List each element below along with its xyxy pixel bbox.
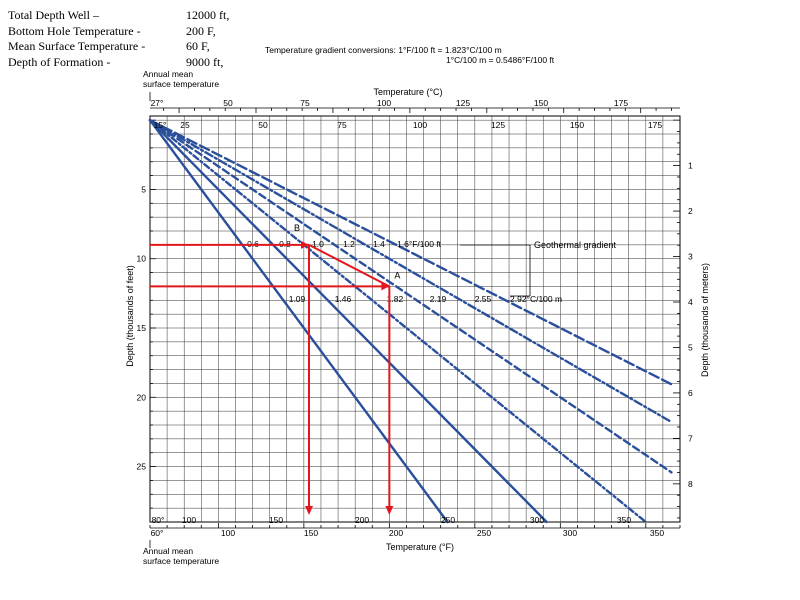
chart-labels: Temperature gradient conversions: 1°F/10…: [125, 45, 710, 566]
given-row: Total Depth Well – 12000 ft,: [8, 8, 229, 24]
top-tick-label-inner: 150: [570, 120, 584, 130]
surface-label-top: surface temperature: [143, 79, 219, 89]
gradient-line: [148, 118, 673, 386]
surface-label-bottom: Annual mean: [143, 546, 193, 556]
top-tick-label-inner: 75: [337, 120, 347, 130]
gradient-label-c: 2.92°C/100 m: [510, 294, 562, 304]
bottom-tick-label-inner: 350: [617, 515, 631, 525]
bottom-tick-label-inner: 150: [269, 515, 283, 525]
red-construction-lines: [150, 240, 394, 515]
gradient-label-f: 1.6°F/100 ft: [397, 239, 442, 249]
top-tick-label-outer: 75: [300, 98, 310, 108]
bottom-axis-title: Temperature (°F): [386, 542, 454, 552]
right-tick-label: 4: [688, 297, 693, 307]
given-row: Bottom Hole Temperature - 200 F,: [8, 24, 229, 40]
given-value: 12000 ft,: [186, 8, 230, 22]
left-axis-title: Depth (thousands of feet): [125, 265, 135, 367]
arrowhead-down: [385, 506, 394, 515]
given-label: Bottom Hole Temperature -: [8, 23, 141, 38]
gradient-label-f: 1.0: [312, 239, 324, 249]
gradient-line: [148, 118, 648, 524]
right-tick-label: 3: [688, 252, 693, 262]
bottom-tick-label-outer: 100: [221, 528, 235, 538]
right-tick-label: 5: [688, 342, 693, 352]
grid: [149, 92, 681, 548]
surface-label-top: Annual mean: [143, 69, 193, 79]
conversion-note-line: 1°C/100 m = 0.5486°F/100 ft: [446, 55, 555, 65]
gradient-label-c: 1.46: [335, 294, 352, 304]
gradient-label-c: 2.55: [475, 294, 492, 304]
left-tick-label: 5: [141, 184, 146, 194]
right-tick-label: 8: [688, 479, 693, 489]
bottom-tick-label-outer: 60°: [151, 528, 164, 538]
gradient-line: [148, 118, 673, 474]
given-value: 9000 ft,: [186, 54, 224, 69]
bottom-tick-label-outer: 350: [650, 528, 664, 538]
top-tick-label-inner: 125: [491, 120, 505, 130]
gradient-label-c: 1.82: [387, 294, 404, 304]
top-axis-title: Temperature (°C): [373, 87, 442, 97]
top-tick-label-inner: 100: [413, 120, 427, 130]
left-tick-label: 15: [137, 323, 147, 333]
given-value: 60 F,: [186, 39, 210, 53]
given-values-list: Total Depth Well – 12000 ft, Bottom Hole …: [8, 8, 229, 70]
bottom-tick-label-inner: 200: [355, 515, 369, 525]
right-tick-label: 6: [688, 388, 693, 398]
top-tick-label-outer: 50: [223, 98, 233, 108]
gradient-line: [148, 118, 673, 424]
bottom-tick-label-inner: 100: [182, 515, 196, 525]
right-tick-label: 2: [688, 206, 693, 216]
arrowhead-right: [381, 282, 390, 291]
interpolated-gradient-line: [308, 243, 390, 288]
given-label: Depth of Formation -: [8, 54, 111, 69]
arrowhead-down: [305, 506, 313, 515]
surface-label-bottom: surface temperature: [143, 556, 219, 566]
bottom-tick-label-outer: 200: [389, 528, 403, 538]
given-row: Mean Surface Temperature - 60 F,: [8, 39, 229, 55]
right-tick-label: 1: [688, 161, 693, 171]
top-tick-label-outer: 27°: [151, 98, 164, 108]
right-tick-label: 7: [688, 433, 693, 443]
right-axis-title: Depth (thousands of meters): [700, 263, 710, 377]
top-tick-label-outer: 150: [534, 98, 548, 108]
left-tick-label: 10: [137, 254, 147, 264]
conversion-note-line: Temperature gradient conversions: 1°F/10…: [265, 45, 502, 55]
gradient-lines: [148, 118, 673, 524]
top-tick-label-outer: 100: [377, 98, 391, 108]
bottom-tick-label-inner: 80°: [152, 515, 165, 525]
bottom-tick-label-inner: 300: [530, 515, 544, 525]
point-label-a: A: [394, 270, 400, 280]
given-value: 200 F,: [186, 23, 216, 38]
left-tick-label: 20: [137, 392, 147, 402]
top-tick-label-inner: 25: [180, 120, 190, 130]
top-tick-label-outer: 175: [614, 98, 628, 108]
plot-frame: [149, 115, 681, 523]
arrowhead-right: [301, 240, 309, 249]
bottom-tick-label-outer: 250: [477, 528, 491, 538]
point-label-b: B: [294, 223, 300, 233]
top-tick-label-inner: 175: [648, 120, 662, 130]
given-label: Total Depth Well –: [8, 8, 99, 22]
top-tick-label-inner: 50: [258, 120, 268, 130]
bottom-tick-label-outer: 300: [563, 528, 577, 538]
gradient-label-c: 1.09: [289, 294, 306, 304]
left-tick-label: 25: [137, 462, 147, 472]
gradient-label-f: 1.4: [373, 239, 385, 249]
geothermal-gradient-label: Geothermal gradient: [534, 240, 617, 250]
top-tick-label-outer: 125: [456, 98, 470, 108]
gradient-label-f: 1.2: [343, 239, 355, 249]
gradient-label-c: 2.19: [430, 294, 447, 304]
top-tick-label-inner: 15°: [154, 120, 167, 130]
given-label: Mean Surface Temperature -: [8, 39, 146, 53]
bottom-tick-label-inner: 250: [441, 515, 455, 525]
bottom-tick-label-outer: 150: [304, 528, 318, 538]
gradient-line: [148, 118, 548, 524]
gradient-line: [148, 118, 449, 524]
given-row: Depth of Formation - 9000 ft,: [8, 55, 229, 71]
